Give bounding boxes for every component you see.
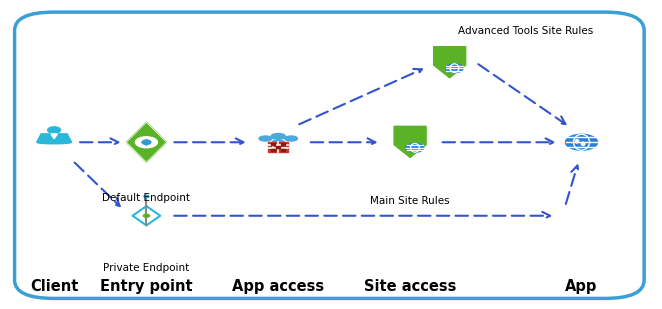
Text: Default Endpoint: Default Endpoint	[103, 193, 191, 203]
Text: Site access: Site access	[364, 279, 456, 294]
Ellipse shape	[48, 127, 60, 133]
Text: Client: Client	[30, 279, 78, 294]
Text: App access: App access	[232, 279, 324, 294]
Bar	[281, 149, 285, 151]
Ellipse shape	[581, 142, 585, 146]
Ellipse shape	[142, 140, 151, 144]
Text: Entry point: Entry point	[100, 279, 193, 294]
Bar	[271, 143, 275, 145]
Ellipse shape	[565, 134, 598, 150]
Ellipse shape	[406, 143, 424, 152]
Ellipse shape	[575, 140, 579, 143]
Ellipse shape	[144, 195, 149, 198]
FancyBboxPatch shape	[15, 12, 644, 298]
Ellipse shape	[272, 140, 284, 145]
Polygon shape	[36, 134, 71, 142]
Ellipse shape	[446, 64, 463, 73]
Bar	[271, 149, 275, 151]
Polygon shape	[126, 122, 166, 162]
Polygon shape	[394, 126, 426, 157]
Ellipse shape	[144, 214, 150, 217]
Text: Main Site Rules: Main Site Rules	[370, 196, 450, 206]
Bar	[281, 143, 285, 145]
Polygon shape	[434, 47, 465, 78]
Ellipse shape	[38, 141, 70, 144]
Text: Advanced Tools Site Rules: Advanced Tools Site Rules	[458, 26, 593, 36]
Text: Private Endpoint: Private Endpoint	[103, 263, 189, 273]
Bar	[276, 146, 280, 148]
Polygon shape	[51, 134, 58, 139]
Ellipse shape	[285, 136, 297, 141]
Ellipse shape	[271, 133, 285, 139]
Text: App: App	[565, 279, 598, 294]
Ellipse shape	[259, 136, 271, 141]
Bar	[268, 142, 289, 151]
Ellipse shape	[136, 137, 158, 148]
